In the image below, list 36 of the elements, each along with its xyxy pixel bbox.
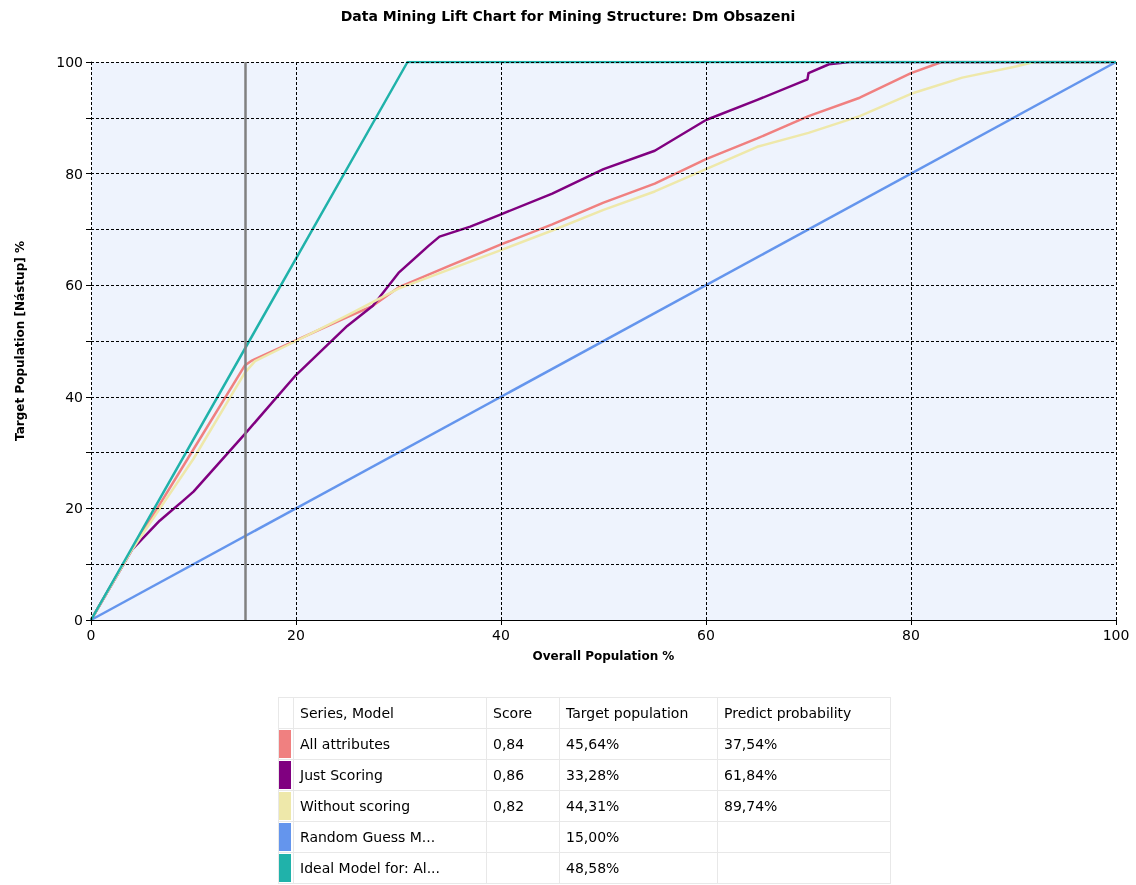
text: 0,82 [486,790,560,822]
text: 0,84 [486,728,560,760]
text: 0,86 [486,759,560,791]
text: 37,54% [717,728,891,760]
text: 48,58% [559,852,718,884]
text: 61,84% [717,759,891,791]
chart-title: Data Mining Lift Chart for Mining Structure: Dm Obsazeni [339,8,797,24]
legend-label: All attributes [293,728,487,760]
x-tick-label: 40 [492,627,510,643]
x-tick-label: 20 [287,627,305,643]
text: 15,00% [559,821,718,853]
text: Predict probability [717,697,891,729]
text: 45,64% [559,728,718,760]
y-axis-title: Target Population [Nástup] % [13,241,27,441]
text: Target population [559,697,718,729]
y-tick-label: 20 [65,500,83,517]
y-tick-label: 80 [65,165,83,182]
text: 89,74% [717,790,891,822]
legend-label: Just Scoring [293,759,487,791]
y-tick-label: 0 [74,612,83,628]
x-tick-label: 0 [86,627,96,643]
x-axis-title: Overall Population % [532,649,675,663]
text: 33,28% [559,759,718,791]
x-tick-label: 60 [697,627,715,643]
legend-label: Without scoring [293,790,487,822]
x-tick-label: 80 [902,627,920,643]
text: Score [486,697,560,729]
y-tick-label: 40 [65,388,83,405]
text: 44,31% [559,790,718,822]
y-tick-label: 60 [65,277,83,294]
legend-title: Series, Model [293,697,487,729]
legend-label: Ideal Model for: Al... [293,852,487,884]
legend-label: Random Guess M... [293,821,487,853]
x-tick-label: 100 [1102,627,1130,643]
y-tick-label: 100 [56,54,83,70]
line-series [89,60,1118,622]
